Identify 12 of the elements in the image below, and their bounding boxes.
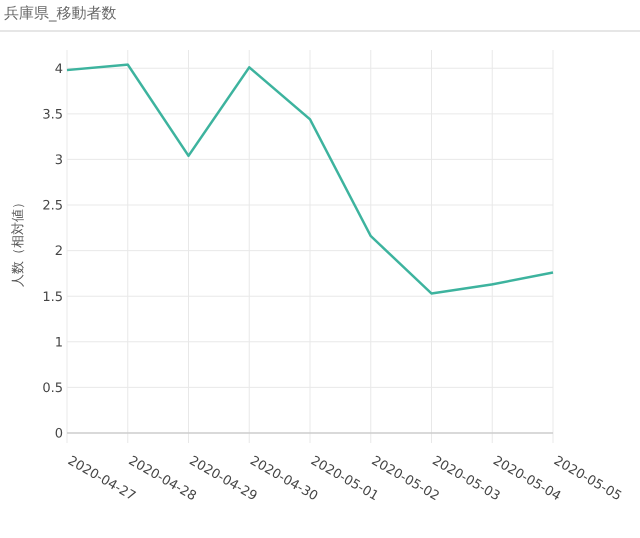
y-tick-label: 0.5 bbox=[42, 380, 63, 396]
y-tick-label: 1.5 bbox=[42, 290, 63, 305]
line-series bbox=[66, 63, 554, 295]
y-tick-label: 3 bbox=[54, 152, 63, 168]
y-tick-label: 0 bbox=[54, 426, 63, 442]
y-tick-label: 4 bbox=[54, 62, 63, 77]
y-tick-label: 3.5 bbox=[42, 107, 63, 122]
chart-title: 兵庫県_移動者数 bbox=[4, 4, 116, 22]
y-tick-label: 2 bbox=[54, 244, 63, 260]
y-tick-label: 1 bbox=[54, 335, 63, 350]
y-tick-label: 2.5 bbox=[42, 198, 63, 214]
y-axis-title: 人数（相対値） bbox=[10, 196, 26, 287]
